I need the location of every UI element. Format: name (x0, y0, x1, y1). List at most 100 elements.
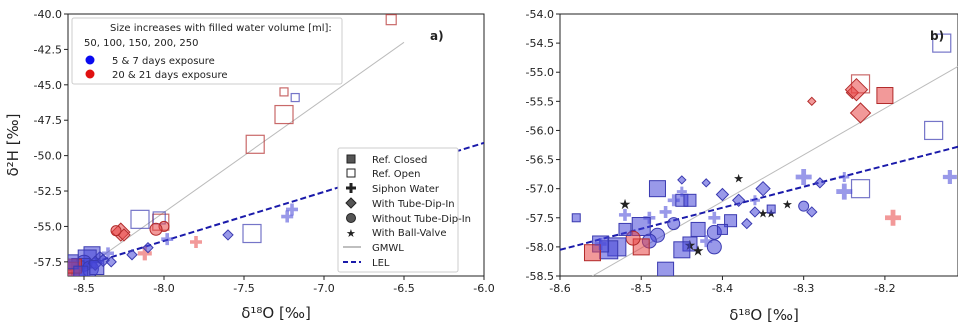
data-point-b-25 (667, 194, 680, 207)
y-tick-label: -54.5 (526, 37, 554, 50)
data-point-a-2 (290, 92, 300, 103)
panel-b-x-ticks: -8.6 -8.5 -8.4 -8.3 -8.2 (549, 276, 896, 295)
data-point-b-12 (814, 177, 826, 189)
data-point-b-2 (876, 87, 894, 105)
data-point-b-30 (715, 187, 730, 202)
legend-tube-dip-label: With Tube-Dip-In (372, 199, 455, 210)
data-point-b-7 (807, 96, 817, 107)
data-point-b-22: ★ (782, 198, 793, 212)
legend-size-values: 50, 100, 150, 200, 250 (84, 38, 199, 49)
data-point-b-51 (583, 244, 601, 262)
legend-ball-valve-label: With Ball-Valve (372, 228, 447, 239)
y-tick-label: -58.5 (526, 270, 554, 283)
data-point-b-55 (594, 237, 607, 250)
data-point-a-5 (242, 223, 262, 244)
data-point-b-32 (659, 205, 672, 218)
panel-b: ★★★★★★★ -8.6-8.5-8.4-8.3-8.2 -54.0-54.5-… (526, 8, 958, 324)
data-point-b-57 (741, 217, 753, 230)
data-point-b-52: ★ (619, 197, 632, 213)
data-point-a-11 (222, 229, 234, 241)
data-point-a-22 (102, 247, 114, 260)
legend-no-tube-label: Without Tube-Dip-In (372, 214, 471, 225)
y-tick-label: -57.5 (34, 256, 62, 269)
y-tick-label: -47.5 (34, 114, 62, 127)
data-point-b-35 (690, 221, 706, 237)
panel-a-label: a) (430, 29, 444, 43)
data-point-a-20 (142, 241, 154, 254)
y-tick-label: -50.0 (34, 150, 62, 163)
data-point-b-15 (798, 200, 810, 212)
x-tick-label: -7.0 (313, 282, 334, 295)
data-point-b-56 (724, 214, 738, 228)
data-point-b-47 (618, 222, 632, 236)
x-tick-label: -8.3 (793, 282, 814, 295)
data-point-a-0 (385, 14, 397, 26)
data-point-a-34 (96, 253, 110, 268)
data-point-b-18 (749, 195, 760, 206)
legend-ref-open-marker (346, 168, 356, 178)
data-point-b-41 (657, 261, 675, 276)
data-point-b-28 (677, 175, 687, 185)
panel-b-x-axis-label: δ¹⁸O [‰] (729, 306, 799, 324)
y-tick-label: -54.0 (526, 8, 554, 21)
x-tick-label: -8.5 (630, 282, 651, 295)
panel-a-points (68, 14, 397, 276)
data-point-b-24 (683, 193, 697, 207)
data-point-b-43 (631, 217, 651, 237)
data-point-a-1 (279, 87, 289, 97)
data-point-b-53 (618, 208, 631, 221)
data-point-a-35 (105, 256, 117, 268)
data-point-b-38 (706, 239, 722, 255)
y-tick-label: -52.5 (34, 185, 62, 198)
data-point-a-18 (110, 225, 122, 237)
data-point-b-0 (932, 33, 952, 53)
legend-blue-dot (85, 55, 95, 65)
legend-ref-closed-marker (346, 154, 356, 164)
data-point-b-20: ★ (758, 206, 769, 220)
legend-siphon-marker (346, 183, 356, 193)
data-point-b-5 (844, 77, 869, 102)
legend-tube-dip-marker (345, 197, 357, 209)
x-tick-label: -6.0 (473, 282, 494, 295)
y-tick-label: -57.5 (526, 212, 554, 225)
data-point-b-3 (924, 120, 944, 141)
y-tick-label: -42.5 (34, 43, 62, 56)
panel-a: -8.5 -8.0 -7.5 -7.0 -6.5 -6.0 -40.0 -42.5 -45.0… (4, 8, 495, 322)
legend-blue-label: 5 & 7 days exposure (112, 56, 215, 67)
data-point-b-29 (701, 178, 711, 188)
data-point-b-19: ★ (733, 171, 744, 185)
data-point-a-3 (274, 104, 294, 125)
legend-red-label: 20 & 21 days exposure (112, 70, 228, 81)
legend-exposure: Size increases with filled water volume … (71, 17, 343, 85)
panel-b-y-ticks: -54.0 -54.5 -55.0 -55.5 -56.0 -56.5 -57.0 -57.5… (526, 8, 560, 283)
data-point-a-37 (73, 265, 89, 276)
panel-b-label: b) (930, 29, 944, 43)
data-point-a-36 (68, 254, 79, 270)
legend-red-dot (85, 69, 95, 79)
data-point-b-58 (749, 206, 761, 218)
x-tick-label: -8.5 (73, 282, 94, 295)
data-point-a-6 (130, 209, 150, 229)
data-point-b-60 (716, 223, 728, 235)
data-point-a-9 (286, 203, 298, 216)
data-point-b-14 (942, 170, 957, 185)
x-tick-label: -7.5 (233, 282, 254, 295)
panel-a-y-axis-label: δ²H [‰] (4, 113, 22, 176)
data-point-b-13 (885, 209, 902, 226)
data-point-b-8 (850, 179, 871, 199)
y-tick-label: -58.0 (526, 241, 554, 254)
x-tick-label: -8.0 (153, 282, 174, 295)
y-tick-label: -56.0 (526, 124, 554, 137)
legend-ref-closed-label: Ref. Closed (372, 155, 427, 166)
panel-a-y-ticks: -40.0 -42.5 -45.0 -47.5 -50.0 -52.5 -55.0 -57.5 (34, 8, 68, 269)
data-point-b-59 (766, 204, 776, 214)
data-point-a-4 (245, 134, 265, 154)
legend-ball-valve-marker: ★ (346, 227, 356, 240)
y-tick-label: -55.5 (526, 95, 554, 108)
x-tick-label: -8.2 (874, 282, 895, 295)
y-tick-label: -40.0 (34, 8, 62, 21)
x-tick-label: -6.5 (393, 282, 414, 295)
legend-gmwl-label: GMWL (372, 243, 404, 254)
legend-size-title: Size increases with filled water volume … (110, 23, 332, 34)
legend-lel-label: LEL (372, 258, 390, 269)
